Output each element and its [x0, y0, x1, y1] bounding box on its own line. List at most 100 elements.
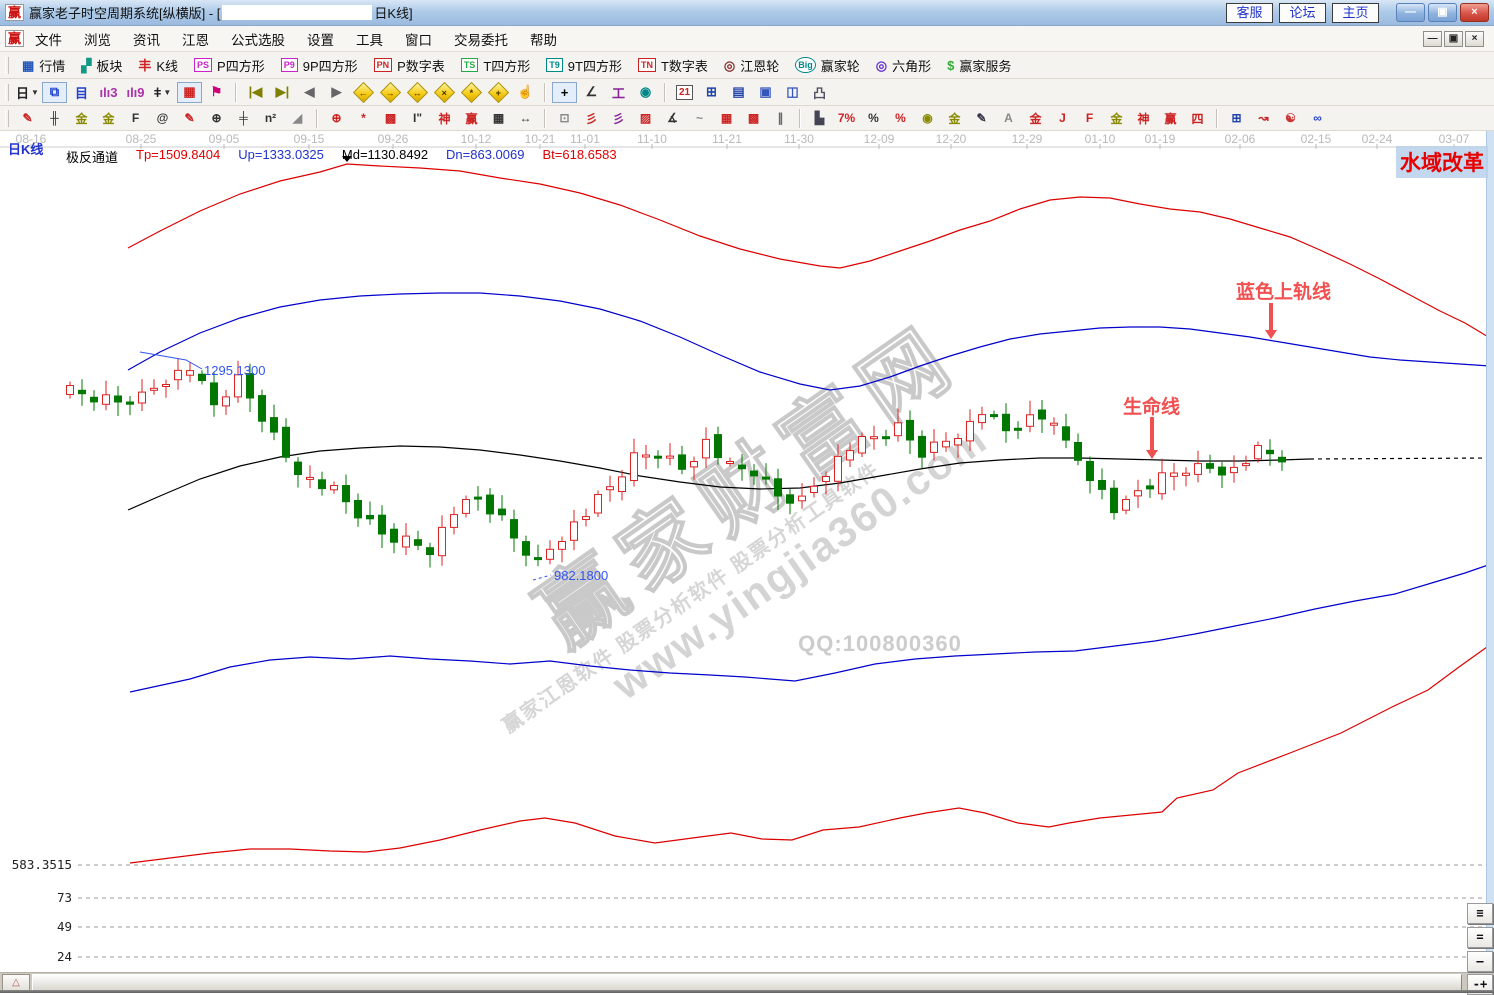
tool-n-square[interactable]: n² [258, 109, 283, 128]
tool-mini-chart[interactable]: ↝ [1251, 109, 1276, 128]
restore-button[interactable]: ▣ [1428, 3, 1457, 22]
tool-winner-service[interactable]: $ 赢家服务 [939, 54, 1019, 77]
tool-next-bar[interactable]: ▶ [324, 82, 349, 103]
tool-frame-tool[interactable]: ⊡ [552, 109, 577, 128]
tool-diamond-right[interactable]: → [378, 81, 403, 103]
tool-save[interactable]: ▣ [753, 82, 778, 103]
tool-angle-gold[interactable]: 金 [1104, 109, 1129, 128]
tool-angle-ying[interactable]: 赢 [1158, 109, 1183, 128]
tool-winner-wheel[interactable]: Big 赢家轮 [787, 54, 868, 77]
tool-diamond-both[interactable]: ↔ [405, 81, 430, 103]
tool-angle-j[interactable]: J [1050, 109, 1075, 128]
tool-fan-purple[interactable]: 彡 [606, 109, 631, 128]
tool-quotes[interactable]: ▦ 行情 [14, 54, 73, 77]
tool-kline[interactable]: 丰 K线 [130, 54, 186, 77]
tool-t-square[interactable]: TS T四方形 [453, 54, 538, 77]
tool-fan-red[interactable]: 彡 [579, 109, 604, 128]
tool-period-daily[interactable]: 日 ▼ [15, 82, 40, 103]
tool-pattern-red[interactable]: ▦ [177, 81, 202, 103]
tool-notes[interactable]: ▤ [726, 82, 751, 103]
tool-bars-9[interactable]: ılı9 [123, 82, 148, 103]
tool-time-marks[interactable]: Iʺ [405, 109, 430, 128]
tool-p-number[interactable]: PN P数字表 [366, 54, 453, 77]
tool-candle-style[interactable]: ǂ ▼ [150, 82, 175, 103]
tool-target-red[interactable]: ⊕ [324, 109, 349, 128]
tool-grid-123[interactable]: ▦ [486, 109, 511, 128]
tool-prev-bar[interactable]: ◀ [297, 82, 322, 103]
tool-line-set[interactable]: ╪ [231, 109, 256, 128]
chart-area[interactable]: 日K线 08-16 08-25 09-05 09-15 09-26 10-12 10-21 1… [0, 131, 1494, 972]
menu-设置[interactable]: 设置 [307, 32, 334, 48]
scale-button-1[interactable]: ≡ [1467, 903, 1493, 924]
menu-交易委托[interactable]: 交易委托 [454, 32, 508, 48]
menu-文件[interactable]: 文件 [35, 32, 62, 48]
tool-tool-purple[interactable]: 工 [606, 82, 631, 103]
right-scrollbar-strip[interactable] [1486, 131, 1494, 972]
tool-star-target[interactable]: * [351, 109, 376, 128]
mdi-restore-button[interactable]: ▣ [1444, 30, 1463, 47]
tool-pattern-blue[interactable]: ⧉ [42, 81, 67, 103]
tool-bars-3[interactable]: ılı3 [96, 82, 121, 103]
tool-span-tool[interactable]: ↔ [513, 109, 538, 128]
tool-spiral[interactable]: @ [150, 109, 175, 128]
tool-set-square[interactable]: ◢ [285, 109, 310, 128]
tool-fib-lines[interactable]: F [123, 109, 148, 128]
tool-box-target[interactable]: ▩ [378, 109, 403, 128]
tool-draw-pen[interactable]: ✎ [15, 109, 40, 128]
tool-p-square[interactable]: PS P四方形 [186, 54, 273, 77]
menu-工具[interactable]: 工具 [356, 32, 383, 48]
tool-brain-tool[interactable]: ◉ [633, 82, 658, 103]
scale-button-2[interactable]: = [1467, 927, 1493, 948]
mdi-minimize-button[interactable]: — [1423, 30, 1442, 47]
tool-shen-tool[interactable]: 神 [432, 109, 457, 128]
tool-grid-lines[interactable]: ╫ [42, 109, 67, 128]
tool-yinyang[interactable]: ☯ [1278, 109, 1303, 128]
menu-浏览[interactable]: 浏览 [84, 32, 111, 48]
tool-grid-blue[interactable]: ⊞ [1224, 109, 1249, 128]
tool-calculator[interactable]: ⊞ [699, 82, 724, 103]
tool-ying-tool[interactable]: 赢 [459, 109, 484, 128]
tool-angle-shen[interactable]: 神 [1131, 109, 1156, 128]
tool-percent-lines[interactable]: % [888, 109, 913, 128]
close-button[interactable]: × [1460, 3, 1489, 22]
tool-info-doc[interactable]: 目 [69, 82, 94, 103]
tool-axis-bars[interactable]: ▙ [807, 109, 832, 128]
tool-hand-tool[interactable]: ☝ [513, 82, 538, 103]
scale-button-3[interactable]: — [1467, 951, 1493, 972]
menu-资讯[interactable]: 资讯 [133, 32, 160, 48]
tool-volume-flag[interactable]: ⚑ [204, 82, 229, 103]
tool-9p-square[interactable]: P9 9P四方形 [273, 54, 366, 77]
menu-帮助[interactable]: 帮助 [530, 32, 557, 48]
tool-diamond-star[interactable]: * [459, 81, 484, 103]
scale-button-4[interactable]: -+ [1467, 974, 1493, 995]
titlebar-link-2[interactable]: 主页 [1332, 2, 1379, 23]
tool-infinity[interactable]: ∞ [1305, 109, 1330, 128]
tool-t-number[interactable]: TN T数字表 [630, 54, 716, 77]
tool-percent-7[interactable]: 7% [834, 109, 859, 128]
tool-gold-lines[interactable]: 金 [942, 109, 967, 128]
tool-gold-red[interactable]: 金 [1023, 109, 1048, 128]
tool-angle-f[interactable]: F [1077, 109, 1102, 128]
tool-angle-tool[interactable]: ∠ [579, 82, 604, 103]
tool-percent[interactable]: % [861, 109, 886, 128]
tool-printer[interactable]: 凸 [807, 82, 832, 103]
tool-diamond-close[interactable]: × [432, 81, 457, 103]
tool-box-diag[interactable]: ▨ [633, 109, 658, 128]
triangle-button[interactable]: △ [2, 974, 30, 991]
titlebar-link-1[interactable]: 论坛 [1279, 2, 1326, 23]
tool-calendar-21[interactable]: 21 [672, 82, 697, 103]
tool-last-bar[interactable]: ▶| [270, 82, 295, 103]
tool-angle-arrows[interactable]: ∡ [660, 109, 685, 128]
tool-9t-square[interactable]: T9 9T四方形 [538, 54, 630, 77]
tool-gann-gold-2[interactable]: 金 [96, 109, 121, 128]
tool-gann-wheel[interactable]: ◎ 江恩轮 [716, 54, 787, 77]
tool-angle-si[interactable]: 四 [1185, 109, 1210, 128]
tool-grid-red-2[interactable]: ▩ [741, 109, 766, 128]
tool-pen-dark[interactable]: ✎ [969, 109, 994, 128]
tool-pen-ruler[interactable]: ✎ [177, 109, 202, 128]
tool-sectors[interactable]: ▞ 板块 [73, 54, 130, 77]
tool-first-bar[interactable]: |◀ [243, 82, 268, 103]
minimize-button[interactable]: — [1396, 3, 1425, 22]
scrollbar-thumb[interactable] [32, 974, 1462, 991]
tool-gold-circle[interactable]: ◉ [915, 109, 940, 128]
